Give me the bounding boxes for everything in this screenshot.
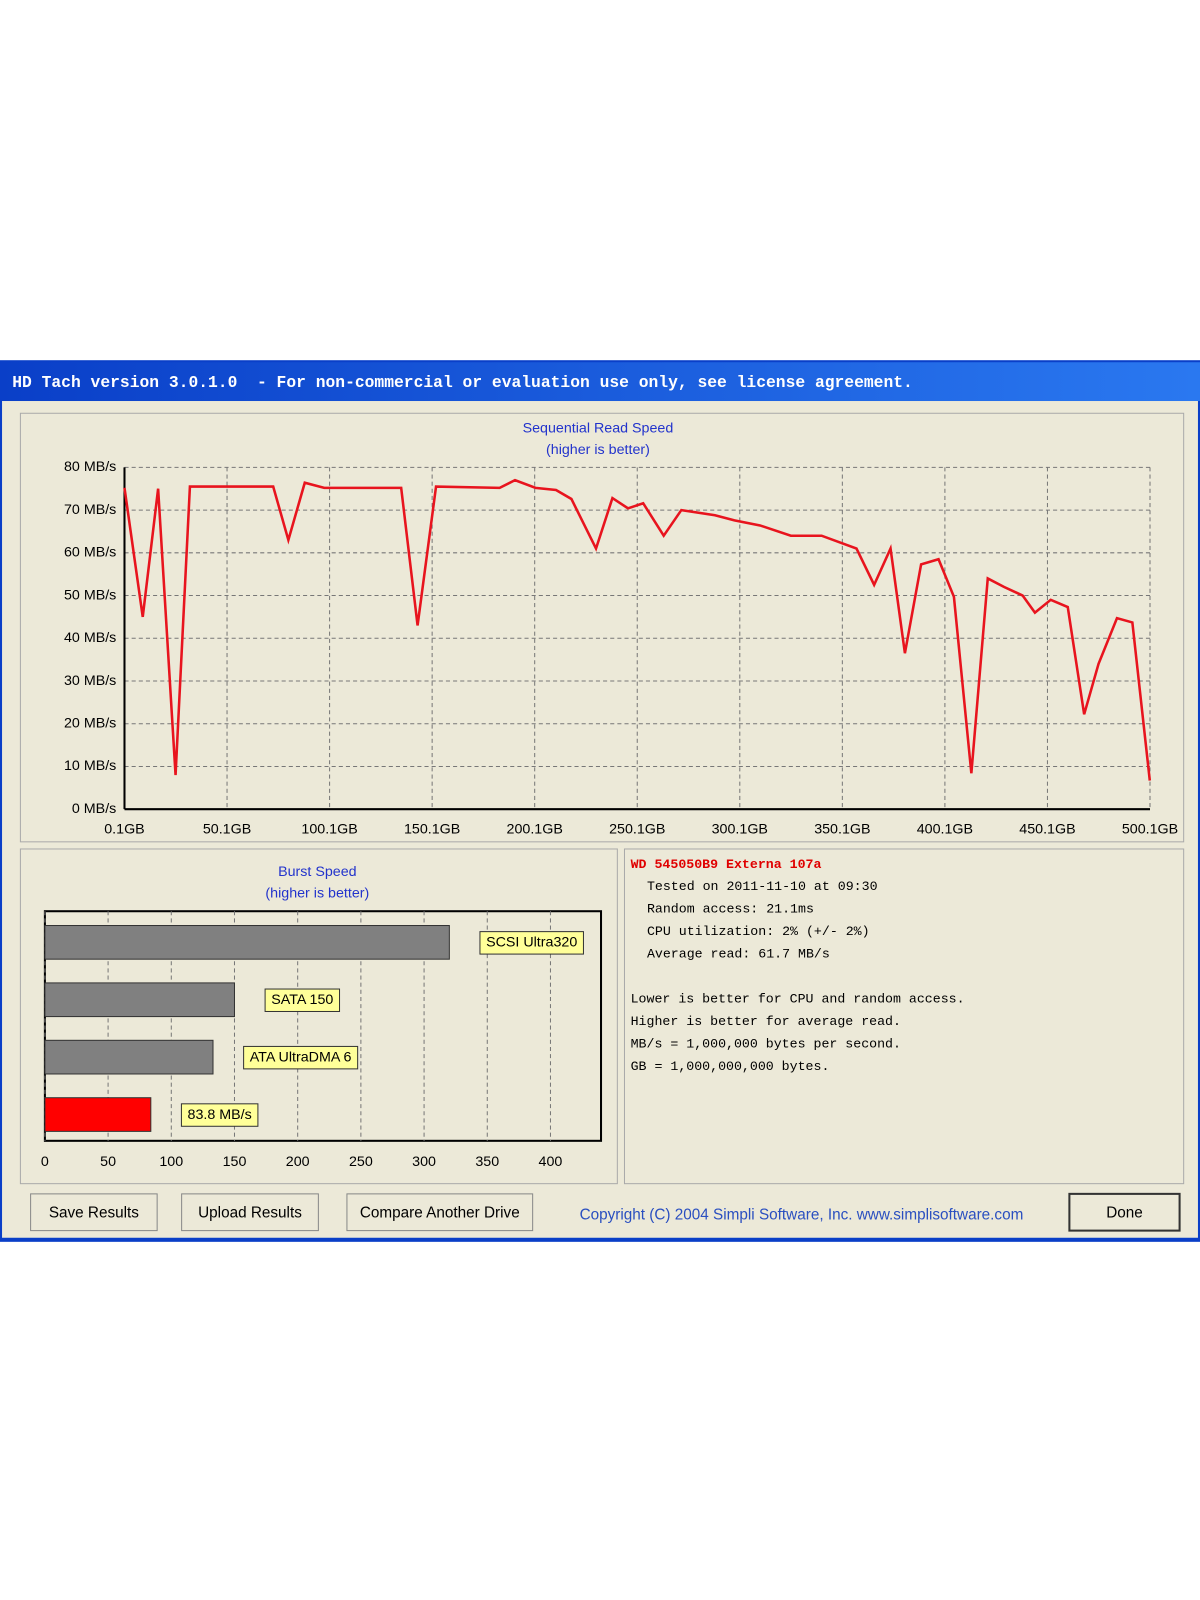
x-tick-label: 150.1GB (404, 821, 460, 837)
label-box (180, 1103, 259, 1127)
x-tick-label: 400 (539, 1154, 563, 1170)
button-frame (30, 1193, 158, 1232)
bar-label: 83.8 MB/s (180, 1103, 259, 1127)
y-tick-label: 40 MB/s (64, 630, 116, 646)
button-label: Upload Results (198, 1204, 302, 1221)
x-tick-label: 150 (223, 1154, 247, 1170)
bar-label-text: ATA UltraDMA 6 (250, 1049, 352, 1065)
note-line: MB/s = 1,000,000 bytes per second. (631, 1036, 901, 1051)
done-button[interactable]: Done (1068, 1192, 1181, 1232)
bar-label: SCSI Ultra320 (479, 931, 584, 955)
x-tick-label: 0 (41, 1154, 49, 1170)
x-tick-label: 200 (286, 1154, 310, 1170)
button[interactable]: Compare Another Drive (346, 1193, 534, 1232)
y-tick-label: 60 MB/s (64, 545, 116, 561)
x-tick-label: 250 (349, 1154, 373, 1170)
button-frame (346, 1193, 534, 1232)
x-tick-label: 400.1GB (917, 821, 973, 837)
y-tick-label: 80 MB/s (64, 459, 116, 475)
button-label: Done (1106, 1204, 1143, 1221)
x-tick-label: 0.1GB (104, 821, 144, 837)
chart-title: Burst Speed (278, 864, 357, 880)
y-tick-label: 10 MB/s (64, 758, 116, 774)
copyright: Copyright (C) 2004 Simpli Software, Inc.… (580, 1206, 1024, 1223)
info-panel (623, 848, 1185, 1185)
button[interactable]: Upload Results (181, 1193, 319, 1232)
info-line: Random access: 21.1ms (647, 902, 814, 917)
info-line: Tested on 2011-11-10 at 09:30 (647, 879, 878, 894)
bar (44, 925, 450, 960)
button-label: Compare Another Drive (360, 1204, 520, 1221)
x-tick-label: 50 (100, 1154, 116, 1170)
title-bar (0, 362, 1200, 402)
y-tick-label: 70 MB/s (64, 502, 116, 518)
bar-label-text: SATA 150 (271, 992, 333, 1008)
bar (44, 982, 235, 1018)
bar (44, 1039, 214, 1075)
y-tick-label: 50 MB/s (64, 587, 116, 603)
y-tick-label: 0 MB/s (72, 801, 116, 817)
window-title: HD Tach version 3.0.1.0 - For non-commer… (12, 373, 913, 392)
info-line: Average read: 61.7 MB/s (647, 947, 830, 962)
x-tick-label: 450.1GB (1019, 821, 1075, 837)
label-box (479, 931, 584, 955)
chart-subtitle: (higher is better) (265, 886, 369, 902)
bar-label-text: 83.8 MB/s (188, 1107, 252, 1123)
x-tick-label: 300 (412, 1154, 436, 1170)
label-box (243, 1045, 359, 1070)
x-tick-label: 250.1GB (609, 821, 665, 837)
info-line: CPU utilization: 2% (+/- 2%) (647, 924, 870, 939)
x-tick-label: 350.1GB (814, 821, 870, 837)
x-tick-label: 50.1GB (203, 821, 251, 837)
button-frame (1068, 1192, 1181, 1232)
x-tick-label: 350 (475, 1154, 499, 1170)
note-line: Higher is better for average read. (631, 1014, 901, 1029)
y-tick-label: 20 MB/s (64, 715, 116, 731)
chart-title: Sequential Read Speed (523, 420, 674, 436)
chart-subtitle: (higher is better) (546, 442, 650, 458)
bar (44, 1097, 152, 1132)
bar-label-text: SCSI Ultra320 (486, 935, 577, 951)
line-panel (19, 412, 1185, 843)
note-line: Lower is better for CPU and random acces… (631, 991, 965, 1006)
x-tick-label: 500.1GB (1122, 821, 1178, 837)
bar-label: ATA UltraDMA 6 (243, 1045, 359, 1070)
button-label: Save Results (49, 1204, 139, 1221)
x-tick-label: 100 (159, 1154, 183, 1170)
button[interactable]: Save Results (30, 1193, 158, 1232)
x-tick-label: 200.1GB (507, 821, 563, 837)
x-tick-label: 100.1GB (301, 821, 357, 837)
drive-name: WD 545050B9 Externa 107a (631, 857, 822, 872)
x-tick-label: 300.1GB (712, 821, 768, 837)
bar-label: SATA 150 (264, 988, 341, 1012)
read-speed-line (123, 478, 1152, 781)
label-box (264, 988, 341, 1012)
note-line: GB = 1,000,000,000 bytes. (631, 1059, 830, 1074)
y-tick-label: 30 MB/s (64, 673, 116, 689)
button-frame (181, 1193, 319, 1232)
